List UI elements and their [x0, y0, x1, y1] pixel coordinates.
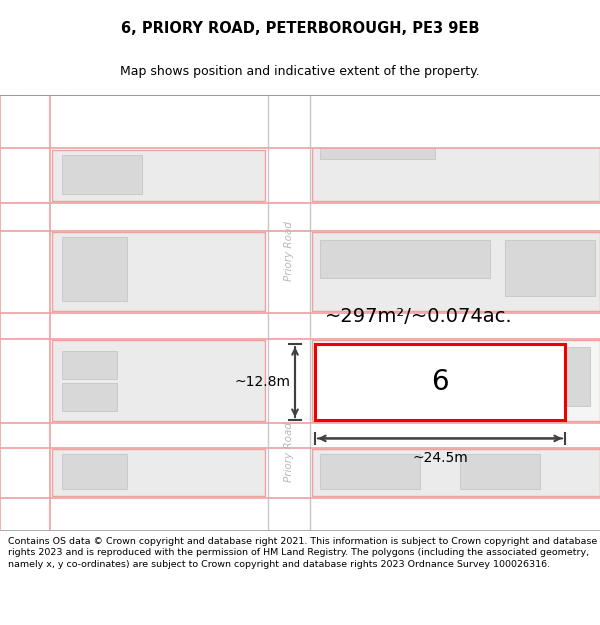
Bar	[480, 104, 590, 146]
Bar	[62, 454, 127, 489]
Bar	[315, 344, 565, 420]
Bar	[500, 347, 590, 406]
Bar	[312, 449, 600, 496]
Bar	[312, 95, 600, 201]
Bar	[62, 237, 127, 301]
Bar	[52, 232, 265, 311]
Bar	[62, 384, 117, 411]
Text: ~297m²/~0.074ac.: ~297m²/~0.074ac.	[325, 307, 512, 326]
Text: ~24.5m: ~24.5m	[412, 451, 468, 465]
Bar	[52, 449, 265, 496]
Bar	[0, 203, 600, 231]
Text: Contains OS data © Crown copyright and database right 2021. This information is : Contains OS data © Crown copyright and d…	[8, 537, 597, 569]
Bar	[312, 232, 600, 311]
Bar	[52, 341, 265, 421]
Text: 6: 6	[431, 368, 449, 396]
Bar	[320, 454, 420, 489]
Text: Priory Road: Priory Road	[284, 221, 294, 281]
Bar	[0, 95, 600, 148]
Bar	[0, 313, 600, 339]
Text: 6, PRIORY ROAD, PETERBOROUGH, PE3 9EB: 6, PRIORY ROAD, PETERBOROUGH, PE3 9EB	[121, 21, 479, 36]
Bar	[62, 156, 142, 194]
Bar	[0, 498, 600, 530]
Bar	[312, 341, 600, 421]
Text: Priory Road: Priory Road	[284, 422, 294, 482]
Bar	[320, 240, 490, 278]
Bar	[320, 344, 450, 388]
Text: ~12.8m: ~12.8m	[235, 375, 291, 389]
Bar	[505, 240, 595, 296]
Text: Map shows position and indicative extent of the property.: Map shows position and indicative extent…	[120, 65, 480, 78]
Bar	[460, 454, 540, 489]
Bar	[0, 95, 50, 530]
Bar	[62, 351, 117, 379]
Bar	[52, 150, 265, 201]
Bar	[268, 95, 310, 530]
Bar	[0, 423, 600, 448]
Bar	[320, 115, 435, 159]
